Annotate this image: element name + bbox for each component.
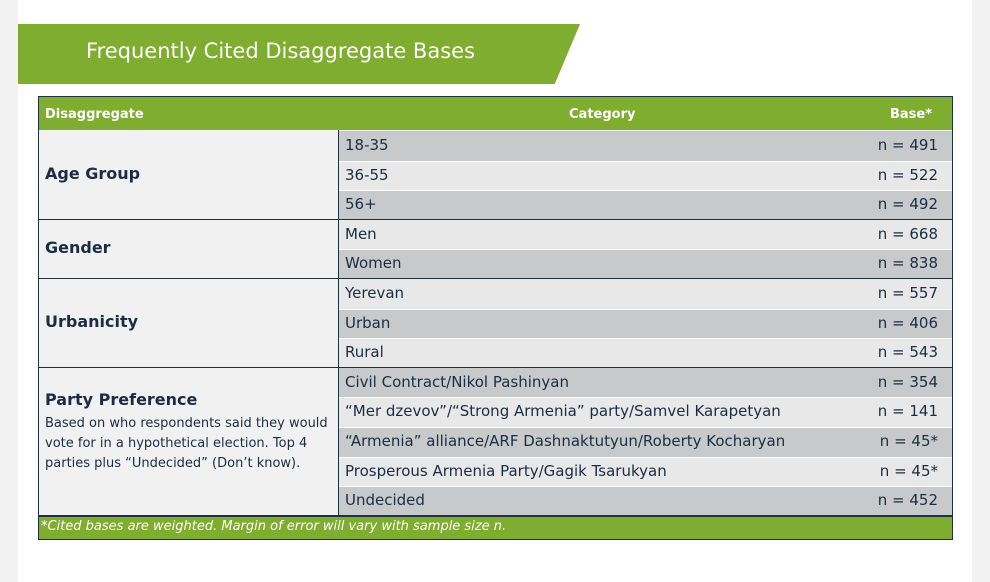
column-divider: [338, 130, 339, 516]
table: Disaggregate Category Base* *Cited bases…: [38, 96, 953, 540]
base: n = 522: [877, 165, 938, 184]
table-header: [39, 97, 952, 130]
row-bg: [339, 219, 952, 250]
category: “Armenia” alliance/ARF Dashnaktutyun/Rob…: [345, 432, 786, 450]
base: n = 668: [877, 224, 938, 243]
footer-bar: [39, 516, 952, 539]
column-header: Disaggregate: [45, 107, 144, 122]
row-bg: [339, 308, 952, 339]
row-bg: [339, 427, 952, 457]
category: Urban: [345, 313, 391, 332]
base: n = 45*: [879, 461, 938, 480]
base: n = 354: [877, 372, 938, 391]
base: n = 557: [877, 284, 938, 302]
base: n = 141: [877, 402, 938, 421]
group-border: [39, 514, 952, 516]
group-label: Urbanicity: [45, 312, 139, 332]
base: n = 452: [877, 491, 938, 510]
base: n = 543: [877, 343, 938, 362]
column-header: Base*: [890, 107, 933, 122]
group-border: [39, 278, 952, 279]
group-label: Age Group: [45, 164, 141, 184]
group-border: [39, 366, 952, 368]
banner: [18, 24, 580, 84]
row-bg: [339, 131, 952, 161]
row-bg: [339, 279, 952, 309]
base: n = 45*: [879, 432, 938, 450]
group-label: Party Preference: [45, 389, 198, 409]
row-bg: [339, 486, 952, 516]
group-label: Gender: [45, 238, 111, 258]
category: “Mer dzevov”/“Strong Armenia” party/Samv…: [345, 402, 781, 421]
category: Prosperous Armenia Party/Gagik Tsarukyan: [345, 461, 667, 480]
footnote: *Cited bases are weighted. Margin of err…: [41, 519, 507, 534]
row-bg: [339, 456, 952, 487]
row-bg: [339, 190, 952, 220]
column-header: Category: [569, 107, 636, 122]
base: n = 406: [877, 313, 938, 332]
category: Civil Contract/Nikol Pashinyan: [345, 372, 569, 391]
category: 36-55: [345, 165, 389, 184]
category: Yerevan: [345, 284, 405, 302]
category: 56+: [345, 195, 377, 214]
group-note: Based on who respondents said they would…: [45, 415, 328, 471]
group-border: [39, 218, 952, 220]
row-bg: [339, 249, 952, 279]
category: Rural: [345, 343, 384, 362]
base: n = 838: [877, 254, 938, 273]
row-bg: [339, 160, 952, 191]
category: Women: [345, 254, 402, 273]
base: n = 492: [877, 195, 938, 214]
base: n = 491: [877, 136, 938, 154]
category: Undecided: [345, 491, 425, 510]
title: Frequently Cited Disaggregate Bases: [86, 39, 476, 63]
category: Men: [345, 224, 377, 243]
row-bg: [339, 338, 952, 368]
row-bg: [339, 367, 952, 398]
row-bg: [339, 397, 952, 427]
category: 18-35: [345, 136, 389, 154]
